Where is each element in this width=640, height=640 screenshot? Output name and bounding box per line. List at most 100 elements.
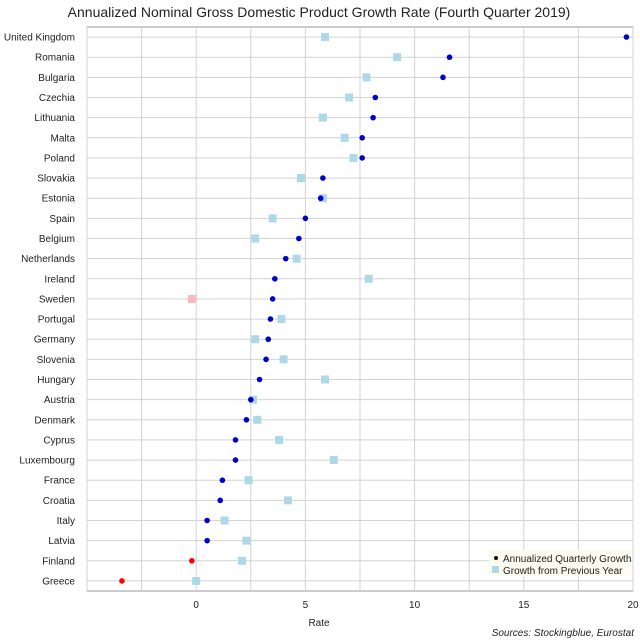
- x-axis-label: Rate: [308, 618, 330, 629]
- quarterly-growth-marker: [359, 134, 365, 141]
- quarterly-growth-marker: [263, 356, 269, 363]
- quarterly-growth-marker: [302, 215, 309, 222]
- y-tick-label: Estonia: [42, 194, 76, 205]
- quarterly-growth-marker: [204, 517, 210, 524]
- y-tick-label: Luxembourg: [19, 456, 75, 467]
- yearly-growth-marker: [321, 375, 330, 384]
- yearly-growth-marker: [268, 214, 277, 223]
- y-tick-label: Hungary: [37, 375, 75, 386]
- y-tick-label: Austria: [44, 395, 76, 406]
- yearly-growth-marker: [362, 73, 371, 82]
- quarterly-growth-marker: [204, 537, 210, 544]
- y-tick-label: Sweden: [39, 294, 75, 305]
- y-tick-label: Malta: [51, 133, 76, 144]
- legend-marker-quarterly: [494, 556, 498, 560]
- y-tick-label: Portugal: [38, 315, 75, 326]
- y-tick-label: Ireland: [44, 274, 75, 285]
- y-tick-label: Romania: [35, 53, 75, 64]
- quarterly-growth-marker: [256, 376, 263, 383]
- quarterly-growth-marker: [189, 557, 195, 564]
- yearly-growth-marker: [292, 254, 301, 263]
- x-axis-ticks: 0 5 10 15 20: [193, 600, 639, 611]
- x-tick-label: 0: [193, 600, 199, 611]
- quarterly-growth-marker: [317, 195, 324, 202]
- yearly-growth-marker: [393, 53, 402, 62]
- y-tick-label: United Kingdom: [4, 33, 75, 44]
- yearly-growth-marker: [238, 556, 247, 565]
- quarterly-growth-marker: [296, 235, 302, 242]
- yearly-growth-marker: [192, 576, 201, 585]
- source-note: Sources: Stockingblue, Eurostat: [492, 628, 636, 639]
- quarterly-growth-marker: [219, 477, 226, 484]
- yearly-growth-marker: [220, 516, 229, 525]
- data-marks: [119, 33, 630, 585]
- grid: [86, 27, 634, 591]
- x-tick-label: 5: [303, 600, 309, 611]
- legend-marker-yearly: [492, 566, 499, 573]
- quarterly-growth-marker: [272, 275, 278, 282]
- y-tick-label: Cyprus: [43, 435, 75, 446]
- quarterly-growth-marker: [623, 34, 630, 40]
- quarterly-growth-marker: [248, 396, 254, 403]
- legend: Annualized Quarterly Growth Growth from …: [489, 550, 631, 577]
- y-tick-label: Denmark: [34, 415, 76, 426]
- chart-title: Annualized Nominal Gross Domestic Produc…: [68, 4, 571, 20]
- yearly-growth-marker: [364, 274, 373, 283]
- y-tick-label: Belgium: [39, 234, 75, 245]
- quarterly-growth-marker: [217, 497, 224, 504]
- x-tick-label: 15: [518, 600, 530, 611]
- quarterly-growth-marker: [267, 316, 274, 322]
- quarterly-growth-marker: [232, 457, 239, 463]
- quarterly-growth-marker: [320, 175, 326, 181]
- yearly-growth-marker: [275, 435, 284, 444]
- yearly-growth-marker: [318, 113, 327, 122]
- y-axis-ticks: United Kingdom Romania Bulgaria Czechia Lith…: [4, 33, 76, 588]
- quarterly-growth-marker: [440, 74, 446, 81]
- y-tick-label: Poland: [44, 153, 75, 164]
- quarterly-growth-marker: [269, 296, 276, 302]
- y-tick-label: France: [44, 476, 76, 487]
- yearly-growth-marker: [251, 335, 260, 344]
- x-tick-label: 10: [409, 600, 421, 611]
- quarterly-growth-marker: [446, 54, 453, 61]
- x-tick-label: 20: [627, 600, 639, 611]
- y-tick-label: Latvia: [48, 536, 75, 547]
- yearly-growth-marker: [242, 536, 251, 545]
- y-tick-label: Croatia: [43, 496, 76, 507]
- yearly-growth-marker: [244, 476, 253, 485]
- yearly-growth-marker: [251, 234, 260, 243]
- yearly-growth-marker: [279, 355, 288, 364]
- y-tick-label: Finland: [42, 556, 75, 567]
- yearly-growth-marker: [277, 315, 286, 324]
- quarterly-growth-marker: [232, 437, 239, 443]
- quarterly-growth-marker: [243, 416, 250, 423]
- y-tick-label: Lithuania: [34, 113, 75, 124]
- quarterly-growth-marker: [359, 155, 365, 161]
- yearly-growth-marker: [340, 133, 349, 142]
- yearly-growth-marker: [329, 456, 338, 465]
- yearly-growth-marker: [349, 153, 358, 162]
- yearly-growth-marker: [253, 415, 262, 424]
- y-tick-label: Slovenia: [37, 355, 76, 366]
- legend-label-yearly: Growth from Previous Year: [503, 566, 623, 577]
- y-tick-label: Czechia: [39, 93, 76, 104]
- legend-label-quarterly: Annualized Quarterly Growth: [503, 554, 631, 565]
- y-tick-label: Spain: [49, 214, 75, 225]
- yearly-growth-marker: [297, 174, 306, 183]
- yearly-growth-marker: [345, 93, 354, 102]
- y-tick-label: Germany: [34, 335, 75, 346]
- y-tick-label: Greece: [42, 576, 75, 587]
- y-tick-label: Netherlands: [21, 254, 75, 265]
- quarterly-growth-marker: [282, 255, 289, 262]
- legend-box: [489, 550, 631, 576]
- quarterly-growth-marker: [370, 114, 376, 121]
- y-tick-label: Bulgaria: [38, 73, 75, 84]
- yearly-growth-marker: [321, 33, 330, 42]
- quarterly-growth-marker: [119, 578, 125, 584]
- y-tick-label: Italy: [57, 516, 75, 527]
- quarterly-growth-marker: [372, 94, 379, 101]
- quarterly-growth-marker: [265, 336, 272, 343]
- yearly-growth-marker: [283, 496, 292, 505]
- y-tick-label: Slovakia: [37, 174, 75, 185]
